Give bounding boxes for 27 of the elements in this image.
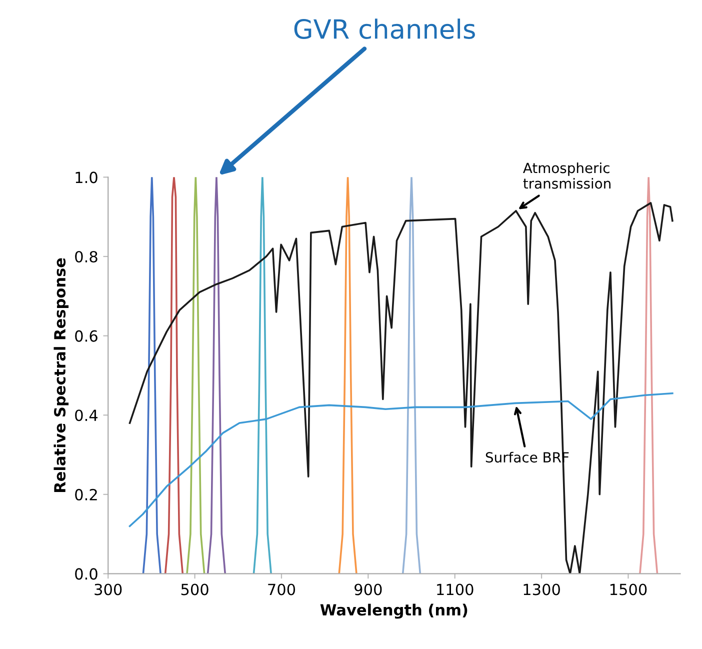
- y-tick-label: 0.4: [75, 410, 98, 422]
- y-tick-label: 0.6: [75, 330, 98, 342]
- line-series: [128, 392, 674, 528]
- line-series: [164, 177, 184, 574]
- line-series: [639, 177, 658, 574]
- annotation: Atmospheric transmission: [523, 162, 610, 189]
- x-tick-label: 700: [268, 584, 296, 596]
- x-tick-label: 1500: [610, 584, 647, 596]
- y-tick-label: 0.8: [75, 250, 98, 263]
- line-series: [142, 177, 162, 574]
- line-series: [402, 177, 422, 574]
- annotation: GVR channels: [294, 18, 475, 39]
- line-series: [206, 177, 226, 574]
- line-series: [338, 177, 358, 574]
- line-series: [252, 177, 272, 574]
- x-tick-label: 1100: [437, 584, 474, 596]
- x-tick-label: 300: [94, 584, 122, 596]
- line-series: [186, 177, 206, 574]
- x-tick-label: 500: [181, 584, 208, 596]
- x-tick-label: 1300: [524, 584, 560, 596]
- x-tick-label: 900: [354, 584, 382, 596]
- x-axis-title: Wavelength (nm): [320, 604, 468, 619]
- y-tick-label: 1.0: [76, 172, 98, 184]
- y-tick-label: 0.2: [75, 488, 97, 500]
- y-axis-title: Relative Spectral Response: [54, 258, 69, 492]
- line-series: [128, 202, 674, 574]
- y-tick-label: 0.0: [75, 568, 98, 580]
